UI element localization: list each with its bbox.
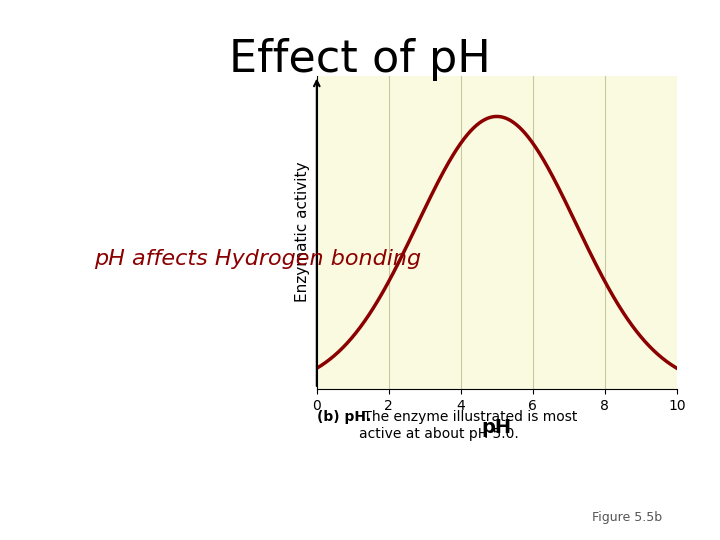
Text: pH affects Hydrogen bonding: pH affects Hydrogen bonding bbox=[94, 249, 420, 269]
Text: Figure 5.5b: Figure 5.5b bbox=[593, 511, 662, 524]
Text: Effect of pH: Effect of pH bbox=[229, 38, 491, 81]
Text: The enzyme illustrated is most
active at about pH 5.0.: The enzyme illustrated is most active at… bbox=[359, 410, 577, 441]
Y-axis label: Enzymatic activity: Enzymatic activity bbox=[295, 162, 310, 302]
X-axis label: pH: pH bbox=[482, 418, 512, 437]
Text: (b) pH.: (b) pH. bbox=[317, 410, 371, 424]
